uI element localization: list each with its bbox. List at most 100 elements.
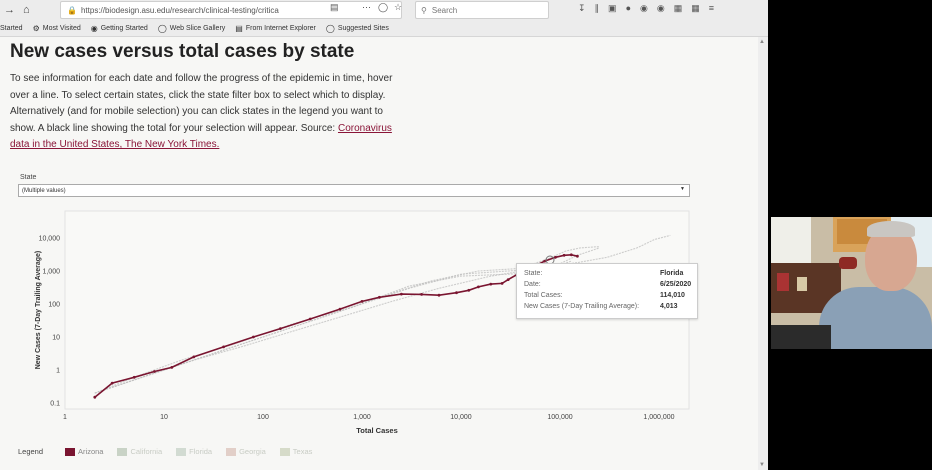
scroll-up-icon[interactable]: ▲ — [759, 39, 765, 45]
bookmark-most-visited[interactable]: ⚙ Most Visited — [33, 24, 81, 33]
chart: 1 10 100 1,000 10,000 100,000 1,000,000 0.1110… — [35, 210, 690, 435]
bookmark-web-slice[interactable]: ◯ Web Slice Gallery — [158, 24, 225, 33]
webcam-book — [797, 277, 807, 291]
series-point-arizona[interactable] — [554, 255, 557, 259]
sidebar-icon[interactable]: ▣ — [608, 3, 617, 13]
tooltip-value: Florida — [660, 270, 684, 277]
series-point-arizona[interactable] — [338, 307, 342, 311]
series-point-arizona[interactable] — [437, 293, 441, 297]
y-tick-label: 10 — [52, 335, 60, 342]
dropdown-arrow-icon: ▼ — [680, 186, 685, 192]
series-point-arizona[interactable] — [455, 291, 458, 295]
x-tick-label: 1 — [63, 414, 67, 421]
series-point-arizona[interactable] — [420, 293, 423, 296]
scroll-down-icon[interactable]: ▼ — [759, 462, 765, 468]
series-point-arizona[interactable] — [93, 395, 97, 399]
bookmark-getting-started[interactable]: ◉ Getting Started — [91, 24, 148, 33]
hover-tooltip: State: Florida Date: 6/25/2020 Total Cases… — [516, 263, 698, 319]
vpn-icon[interactable]: ▦ — [691, 3, 700, 13]
tooltip-value: 114,010 — [660, 292, 685, 299]
library-icon[interactable]: ∥ — [594, 3, 600, 13]
tooltip-row-new: New Cases (7-Day Trailing Average): 4,013 — [524, 303, 694, 310]
bookmark-label: Most Visited — [42, 24, 81, 32]
series-point-arizona[interactable] — [378, 295, 381, 299]
reader-icon[interactable]: ▤ — [330, 2, 339, 12]
translate-icon[interactable]: ▦ — [673, 3, 683, 13]
url-text: https://biodesign.asu.edu/research/clini… — [80, 5, 279, 15]
legend-swatch — [176, 447, 187, 456]
bookmark-label: Started — [0, 24, 23, 32]
lock-icon: 🔒 — [67, 5, 77, 15]
source-link[interactable]: Coronavirus data in the United States, T… — [10, 122, 392, 151]
webcam-book — [777, 273, 789, 291]
toolbar-right-icons: ↧ ∥ ▣ ● ◉ ◉ ▦ ▦ ≡ — [578, 3, 714, 14]
bookmark-star-icon[interactable]: ☆ — [394, 2, 403, 12]
account-icon[interactable]: ● — [625, 3, 631, 13]
tooltip-row-date: Date: 6/25/2020 — [524, 281, 694, 288]
bookmarks-bar: Started ⚙ Most Visited ◉ Getting Started ◯… — [0, 20, 768, 37]
series-point-arizona[interactable] — [252, 335, 255, 339]
tooltip-label: Total Cases: — [524, 292, 563, 299]
more-icon[interactable]: ⋯ — [362, 2, 371, 12]
series-point-arizona[interactable] — [153, 370, 156, 373]
webcam-desk — [771, 325, 831, 349]
y-tick-label: 10,000 — [39, 236, 61, 243]
series-point-arizona[interactable] — [543, 259, 547, 263]
y-tick-label: 100 — [48, 302, 60, 309]
series-point-arizona[interactable] — [400, 292, 403, 296]
series-point-arizona[interactable] — [170, 366, 174, 369]
bookmark-suggested-sites[interactable]: ◯ Suggested Sites — [326, 24, 389, 33]
addon-icon[interactable]: ◉ — [640, 3, 648, 13]
series-line-california[interactable] — [112, 234, 671, 388]
legend-item-california[interactable]: California — [117, 447, 162, 456]
legend-item-arizona[interactable]: Arizona — [65, 447, 103, 456]
legend-label: California — [130, 447, 163, 456]
x-tick-label: 1,000 — [353, 414, 371, 421]
series-point-arizona[interactable] — [489, 282, 493, 286]
home-icon[interactable]: ⌂ — [23, 4, 30, 16]
download-icon[interactable]: ↧ — [578, 3, 586, 13]
series-point-arizona[interactable] — [110, 381, 114, 385]
legend-item-florida[interactable]: Florida — [176, 447, 212, 456]
folder-icon: ▤ — [235, 23, 243, 33]
forward-icon[interactable]: → — [4, 4, 15, 16]
tooltip-row-total: Total Cases: 114,010 — [524, 292, 694, 299]
tooltip-row-state: State: Florida — [524, 270, 694, 277]
legend-item-georgia[interactable]: Georgia — [226, 447, 266, 456]
legend-item-texas[interactable]: Texas — [279, 447, 312, 456]
y-tick-label: 0.1 — [50, 401, 60, 408]
state-filter-label: State — [20, 174, 37, 181]
y-axis: 0.1 1 10 100 1,000 10,000 — [39, 236, 61, 408]
bookmark-label: From Internet Explorer — [245, 24, 316, 32]
page-scrollbar[interactable]: ▲ ▼ — [758, 37, 768, 470]
menu-icon[interactable]: ≡ — [708, 3, 715, 13]
legend-label: Georgia — [239, 447, 266, 456]
extension-icon[interactable]: ◉ — [656, 3, 665, 13]
y-axis-label: New Cases (7-Day Trailing Average) — [35, 251, 42, 370]
series-point-arizona[interactable] — [192, 355, 196, 359]
series-point-arizona[interactable] — [569, 253, 573, 257]
search-input[interactable]: ⚲ Search — [415, 1, 549, 19]
series-point-arizona[interactable] — [500, 282, 504, 285]
bookmark-started[interactable]: Started — [0, 25, 23, 32]
series-point-arizona[interactable] — [506, 278, 510, 281]
series-point-arizona[interactable] — [576, 254, 579, 258]
bookmark-from-ie[interactable]: ▤ From Internet Explorer — [235, 24, 316, 33]
legend-swatch — [279, 447, 290, 456]
series-point-arizona[interactable] — [477, 285, 480, 289]
series-point-arizona[interactable] — [279, 327, 282, 330]
webcam-video-feed — [771, 217, 932, 349]
address-bar[interactable]: 🔒 https://biodesign.asu.edu/research/cli… — [60, 1, 402, 19]
pocket-icon[interactable]: ◯ — [378, 2, 389, 12]
state-filter-select[interactable]: (Multiple values) ▼ — [18, 184, 690, 197]
series-point-arizona[interactable] — [132, 375, 136, 379]
bookmark-label: Getting Started — [100, 24, 148, 32]
tooltip-label: State: — [524, 270, 543, 277]
x-tick-label: 100,000 — [547, 414, 572, 421]
series-point-arizona[interactable] — [222, 345, 226, 349]
series-point-arizona[interactable] — [360, 300, 364, 303]
series-point-arizona[interactable] — [308, 317, 312, 321]
series-point-arizona[interactable] — [467, 288, 471, 292]
series-point-arizona[interactable] — [562, 253, 566, 257]
legend: Legend Arizona California Florida Georgi… — [18, 447, 326, 456]
